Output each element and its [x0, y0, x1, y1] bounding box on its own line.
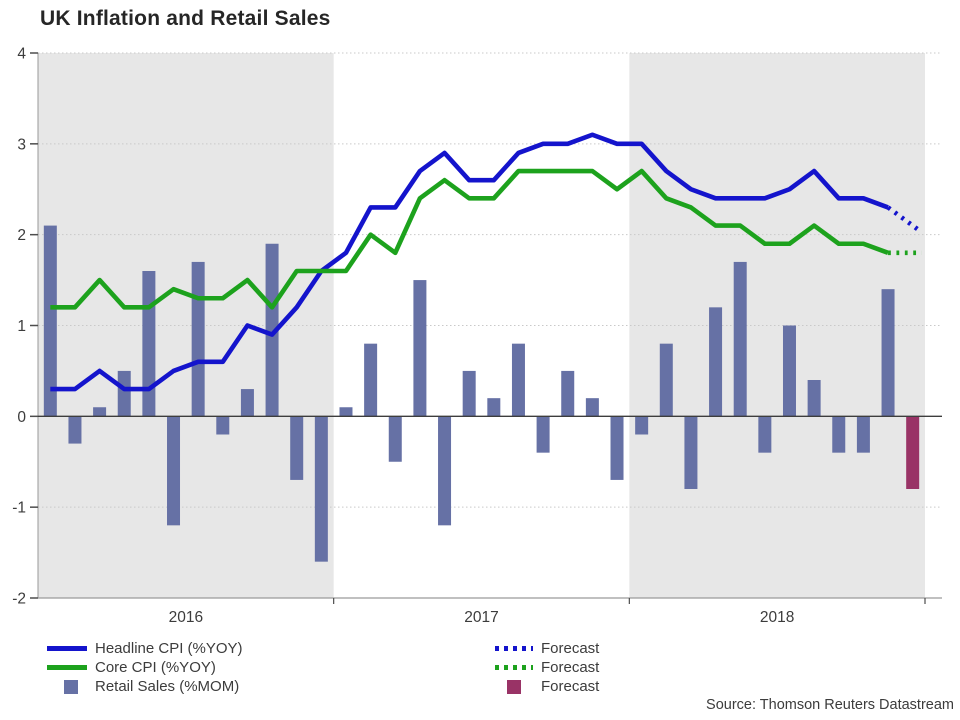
y-axis-tick-label: 4 [17, 46, 26, 63]
legend-column-forecast: Forecast Forecast Forecast [495, 639, 599, 696]
swatch-cell [47, 665, 87, 670]
retail-sales-bar [782, 325, 796, 417]
core-forecast-dotted-swatch [495, 665, 533, 670]
legend-item-core-cpi: Core CPI (%YOY) [47, 658, 243, 677]
legend-column-series: Headline CPI (%YOY) Core CPI (%YOY) Reta… [47, 639, 243, 696]
retail-sales-bar [635, 416, 649, 435]
retail-sales-bar [314, 416, 328, 562]
retail-sales-bar [659, 343, 673, 417]
retail-sales-bar [881, 289, 895, 417]
headline-forecast-dotted-swatch [495, 646, 533, 651]
retail-sales-bar [142, 271, 156, 417]
retail-sales-bar [167, 416, 181, 526]
headline-cpi-line-swatch [47, 646, 87, 651]
retail-sales-bar [807, 380, 821, 417]
legend-label-retail-sales: Retail Sales (%MOM) [95, 678, 240, 695]
retail-sales-bar [511, 343, 525, 417]
x-axis-year-label: 2016 [169, 609, 203, 626]
retail-sales-bar [832, 416, 846, 453]
retail-sales-bar [265, 243, 279, 417]
retail-sales-bar [68, 416, 82, 444]
retail-sales-bar [856, 416, 870, 453]
y-axis-tick-label: -2 [12, 591, 26, 608]
legend-item-core-forecast: Forecast [495, 658, 599, 677]
retail-sales-bar [684, 416, 698, 489]
core-cpi-line-swatch [47, 665, 87, 670]
swatch-cell [495, 665, 533, 670]
headline-cpi-line [50, 132, 889, 392]
x-axis-year-label: 2018 [760, 609, 794, 626]
legend-label-headline-cpi: Headline CPI (%YOY) [95, 640, 243, 657]
retail-sales-bar [487, 398, 501, 417]
y-axis-tick-label: 1 [17, 318, 26, 335]
legend-label-core-forecast: Forecast [541, 659, 600, 676]
retail-sales-bar [758, 416, 772, 453]
retail-sales-bar [364, 343, 378, 417]
retail-sales-bar [290, 416, 304, 480]
swatch-cell [47, 646, 87, 651]
retail-sales-bar [388, 416, 402, 462]
swatch-cell [495, 646, 533, 651]
legend-label-headline-forecast: Forecast [541, 640, 600, 657]
retail-sales-bar [191, 261, 205, 417]
retail-sales-bar [610, 416, 624, 480]
core-cpi-line [50, 168, 889, 310]
y-axis-tick-label: 3 [17, 136, 26, 153]
retail-sales-bar [93, 407, 107, 417]
retail-sales-bar [585, 398, 599, 417]
legend-item-retail-sales: Retail Sales (%MOM) [47, 677, 243, 696]
retail-sales-bar [709, 307, 723, 417]
retail-sales-bar [536, 416, 550, 453]
retail-sales-bar [339, 407, 353, 417]
retail-forecast-square-swatch [507, 679, 521, 694]
retail-sales-bar [462, 370, 476, 417]
retail-sales-bar [413, 280, 427, 417]
source-attribution: Source: Thomson Reuters Datastream [706, 697, 954, 713]
retail-sales-bar [733, 261, 747, 417]
retail-sales-bar [43, 225, 57, 417]
retail-sales-bar [438, 416, 452, 526]
swatch-cell [47, 679, 87, 694]
retail-sales-bar [240, 389, 254, 417]
year-background-band [629, 53, 925, 598]
legend-item-headline-forecast: Forecast [495, 639, 599, 658]
retail-sales-bar [117, 370, 131, 417]
x-axis-year-label: 2017 [464, 609, 498, 626]
y-axis-tick-label: 2 [17, 227, 26, 244]
y-axis-tick-label: 0 [17, 409, 26, 426]
retail-sales-bar [561, 370, 575, 417]
legend-label-core-cpi: Core CPI (%YOY) [95, 659, 216, 676]
chart-legend: Headline CPI (%YOY) Core CPI (%YOY) Reta… [0, 639, 960, 699]
legend-item-headline-cpi: Headline CPI (%YOY) [47, 639, 243, 658]
chart-title: UK Inflation and Retail Sales [40, 7, 331, 30]
headline-cpi-forecast-line [886, 205, 924, 235]
retail-sales-square-swatch [64, 679, 78, 694]
retail-sales-forecast-bar [906, 416, 920, 489]
legend-label-retail-forecast: Forecast [541, 678, 600, 695]
y-axis-tick-label: -1 [12, 500, 26, 517]
legend-item-retail-forecast: Forecast [495, 677, 599, 696]
swatch-cell [495, 679, 533, 694]
retail-sales-bar [216, 416, 230, 435]
